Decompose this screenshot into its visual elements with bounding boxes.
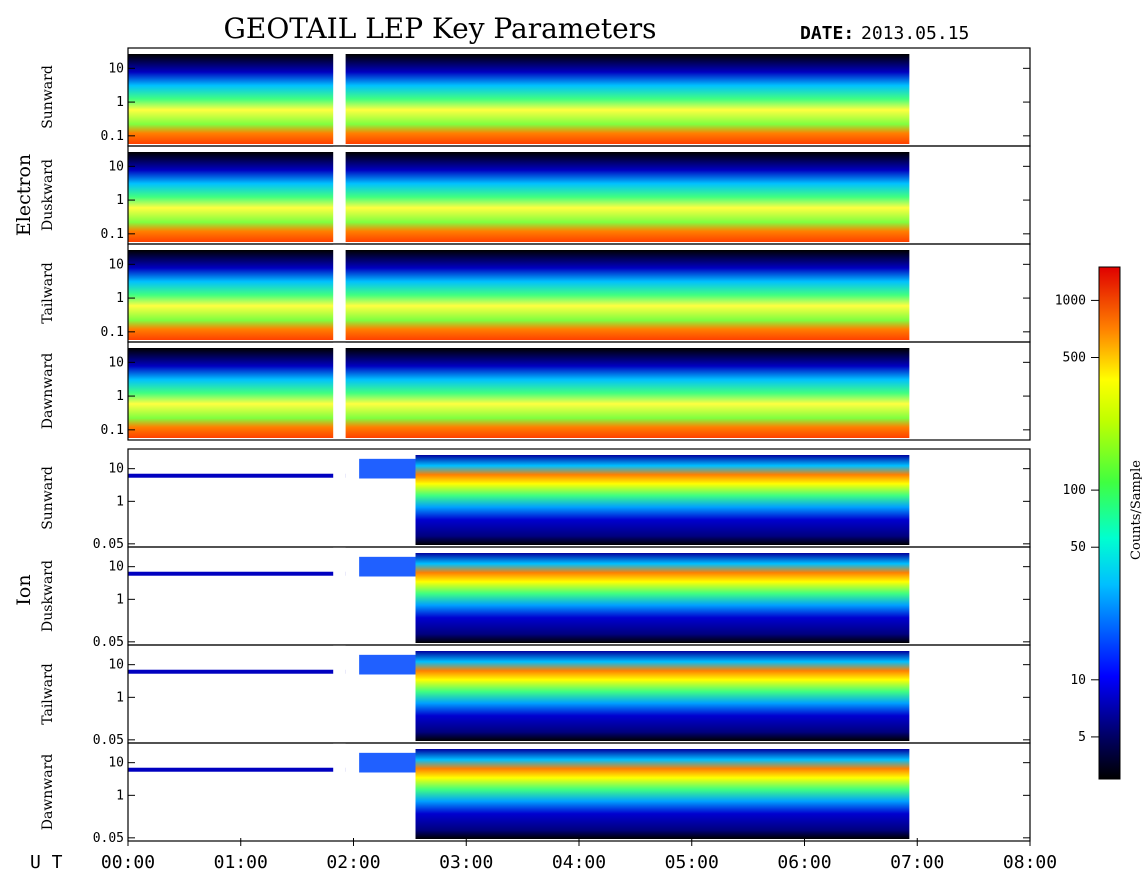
x-axis: 00:00 01:00 02:00 03:00 04:00 05:00 06:00 07:00… [101,838,1057,873]
y-tick-label: 10 [108,560,124,575]
y-tick-label: 0.1 [101,129,124,144]
colorbar-gradient [1098,266,1121,780]
data-gap [333,146,346,244]
y-tick-label: 1 [116,690,124,705]
y-tick-label: 1 [116,788,124,803]
colorbar-tick-label: 50 [1070,540,1086,555]
panel-electron-duskward: 10 1 0.1 Duskward [40,145,1031,245]
x-tick-label: 07:00 [890,852,944,873]
y-tick-label: 1 [116,494,124,509]
spectrogram-fill [128,54,910,144]
x-tick-label: 06:00 [777,852,831,873]
colorbar-tick-label: 100 [1063,483,1086,498]
spectrogram-fill [128,152,910,242]
panel-label-sunward: Sunward [40,466,56,530]
y-tick-label: 1 [116,193,124,208]
spectrogram-segment [359,458,416,479]
y-tick-label: 10 [108,756,124,771]
date-label: DATE: [800,23,854,44]
spectrogram-sparse [128,571,346,576]
y-tick-label: 1 [116,95,124,110]
y-tick-label: 1 [116,592,124,607]
y-tick-label: 1 [116,389,124,404]
spectrogram-fill [415,749,910,839]
panel-ion-tailward: 10 1 0.05 Tailward [40,644,1031,748]
panel-label-tailward: Tailward [40,663,56,725]
spectrogram-sparse [128,767,346,772]
colorbar: 1000 500 100 50 10 5 [1055,266,1121,780]
x-axis-label: U T [30,852,63,873]
panel-electron-dawnward: 10 1 0.1 Dawnward [40,341,1031,441]
x-tick-label: 00:00 [101,852,155,873]
spectrogram-sparse [128,669,346,674]
panel-electron-sunward: 10 1 0.1 Sunward [40,47,1031,147]
spectrogram-fill [128,250,910,340]
y-tick-label: 0.05 [93,537,124,552]
data-gap [333,48,346,146]
data-gap [333,244,346,342]
panel-electron-tailward: 10 1 0.1 Tailward [40,243,1031,343]
colorbar-label: Counts/Sample [1129,460,1142,560]
date-value: 2013.05.15 [861,23,969,44]
group-label-ion: Ion [13,574,35,605]
x-tick-label: 03:00 [439,852,493,873]
data-gap [333,342,346,440]
panel-label-duskward: Duskward [40,560,56,632]
panel-ion-sunward: 10 1 0.05 Sunward [40,448,1031,552]
panel-label-dawnward: Dawnward [40,353,56,430]
x-tick-label: 01:00 [214,852,268,873]
chart-title: GEOTAIL LEP Key Parameters [224,12,657,45]
panel-label-duskward: Duskward [40,159,56,231]
panel-label-tailward: Tailward [40,262,56,324]
spectrogram-fill [415,455,910,545]
panel-label-sunward: Sunward [40,65,56,129]
panel-ion-dawnward: 10 1 0.05 Dawnward [40,742,1031,846]
y-tick-label: 0.1 [101,227,124,242]
x-tick-label: 05:00 [665,852,719,873]
y-tick-label: 10 [108,462,124,477]
y-tick-label: 10 [108,257,124,272]
x-tick-label: 02:00 [326,852,380,873]
x-tick-label: 04:00 [552,852,606,873]
panels-group: 10 1 0.1 Sunward 10 1 0.1 Duskward 10 1 0.1 Tailwar… [40,47,1031,846]
spectrogram-sparse [128,473,346,478]
y-tick-label: 0.1 [101,423,124,438]
spectrogram-fill [415,553,910,643]
group-label-electron: Electron [13,154,35,236]
y-tick-label: 0.05 [93,733,124,748]
spectrogram-segment [359,556,416,577]
spectrogram-fill [415,651,910,741]
x-tick-label: 08:00 [1003,852,1057,873]
data-gap [333,449,346,547]
panel-label-dawnward: Dawnward [40,754,56,831]
y-tick-label: 10 [108,355,124,370]
y-tick-label: 0.05 [93,831,124,846]
colorbar-tick-label: 1000 [1055,293,1086,308]
y-tick-label: 10 [108,61,124,76]
colorbar-tick-label: 500 [1063,351,1086,366]
colorbar-tick-label: 10 [1070,673,1086,688]
colorbar-tick-label: 5 [1078,730,1086,745]
spectrogram-segment [359,752,416,773]
y-tick-label: 0.05 [93,635,124,650]
y-tick-label: 1 [116,291,124,306]
panel-frame [127,341,1031,441]
panel-ion-duskward: 10 1 0.05 Duskward [40,546,1031,650]
spectrogram-fill [128,348,910,438]
data-gap [333,645,346,743]
data-gap [333,743,346,841]
spectrogram-segment [359,654,416,675]
y-tick-label: 10 [108,658,124,673]
data-gap [333,547,346,645]
y-tick-label: 10 [108,159,124,174]
y-tick-label: 0.1 [101,325,124,340]
